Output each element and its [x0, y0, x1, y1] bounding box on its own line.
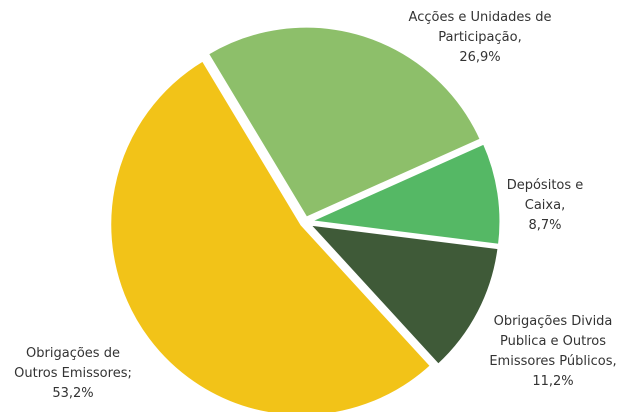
- value-label: 11,2%: [532, 374, 574, 389]
- slice-label: Obrigações Divida Publica e Outros Emiss…: [478, 312, 628, 392]
- value-label: 53,2%: [52, 386, 94, 401]
- category-label: Acções e Unidades de Participação,: [408, 10, 552, 45]
- pie-slice: [304, 221, 501, 368]
- slice-label: Acções e Unidades de Participação, 26,9%: [395, 8, 565, 68]
- slice-label: Depósitos e Caixa, 8,7%: [490, 176, 600, 236]
- pie-slice: [205, 24, 484, 221]
- pie-slice: [303, 140, 503, 248]
- category-label: Obrigações Divida Publica e Outros Emiss…: [489, 314, 617, 369]
- value-label: 8,7%: [528, 218, 562, 233]
- category-label: Depósitos e Caixa,: [506, 178, 584, 213]
- pie-slice: [108, 57, 434, 412]
- value-label: 26,9%: [459, 50, 501, 65]
- category-label: Obrigações de Outros Emissores;: [14, 346, 132, 381]
- slice-label: Obrigações de Outros Emissores; 53,2%: [8, 344, 138, 404]
